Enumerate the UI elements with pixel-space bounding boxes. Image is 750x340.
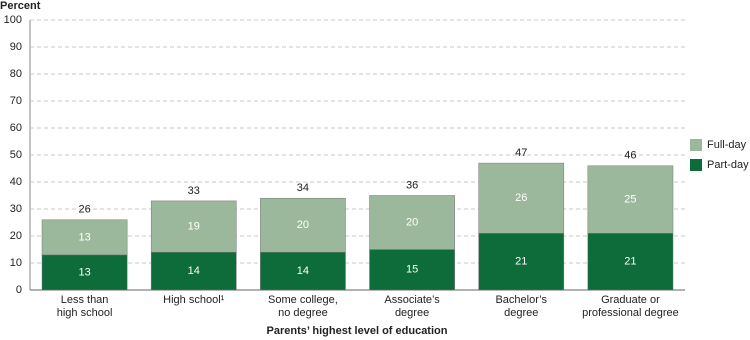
x-tick-label: degree: [395, 307, 429, 319]
total-label: 34: [297, 182, 309, 194]
bar-segment: [41, 254, 128, 291]
value-label: 13: [78, 231, 90, 243]
bar-segment: [478, 233, 565, 291]
total-label: 47: [515, 147, 527, 159]
y-tick-label: 50: [10, 149, 22, 161]
y-tick-label: 40: [10, 176, 22, 188]
value-label: 21: [624, 256, 636, 268]
x-tick-label: Graduate or: [601, 294, 660, 306]
legend-label: Part-day: [707, 159, 749, 171]
x-tick-label: Less than: [61, 294, 109, 306]
x-tick-label: Bachelor’s: [495, 294, 547, 306]
x-tick-label: Associate’s: [384, 294, 440, 306]
value-label: 21: [515, 256, 527, 268]
bar-segment: [150, 251, 237, 291]
total-label: 33: [188, 185, 200, 197]
y-tick-label: 30: [10, 203, 22, 215]
total-label: 46: [624, 150, 636, 162]
x-tick-label: Some college,: [268, 294, 338, 306]
legend-swatch: [690, 139, 702, 151]
y-tick-label: 20: [10, 230, 22, 242]
y-tick-label: 80: [10, 68, 22, 80]
value-label: 13: [78, 266, 90, 278]
y-axis-title: Percent: [0, 0, 41, 12]
total-label: 26: [78, 204, 90, 216]
legend-swatch: [690, 159, 702, 171]
value-label: 14: [188, 265, 200, 277]
bar-segment: [478, 162, 565, 234]
x-axis-title: Parents’ highest level of education: [267, 325, 448, 337]
value-label: 25: [624, 193, 636, 205]
value-label: 26: [515, 192, 527, 204]
legend-label: Full-day: [707, 139, 747, 151]
value-label: 20: [297, 219, 309, 231]
y-tick-label: 0: [16, 284, 22, 296]
value-label: 20: [406, 216, 418, 228]
y-tick-label: 90: [10, 41, 22, 53]
x-tick-label: degree: [504, 307, 538, 319]
y-tick-label: 60: [10, 122, 22, 134]
x-tick-label: no degree: [278, 307, 328, 319]
bar-segment: [587, 165, 674, 234]
bar-segment: [369, 195, 455, 250]
bar-segment: [369, 249, 455, 291]
value-label: 14: [297, 265, 309, 277]
x-tick-label: High school¹: [163, 294, 224, 306]
bar-segment: [260, 197, 346, 253]
value-label: 19: [188, 220, 200, 232]
y-tick-label: 10: [10, 257, 22, 269]
bar-segment: [587, 233, 674, 291]
bar-segment: [150, 200, 237, 253]
value-label: 15: [406, 264, 418, 276]
y-tick-label: 70: [10, 95, 22, 107]
x-tick-label: professional degree: [582, 307, 679, 319]
bar-segment: [41, 219, 128, 256]
x-tick-label: high school: [57, 307, 113, 319]
y-tick-label: 100: [4, 14, 22, 26]
bar-segment: [260, 251, 346, 291]
total-label: 36: [406, 179, 418, 191]
